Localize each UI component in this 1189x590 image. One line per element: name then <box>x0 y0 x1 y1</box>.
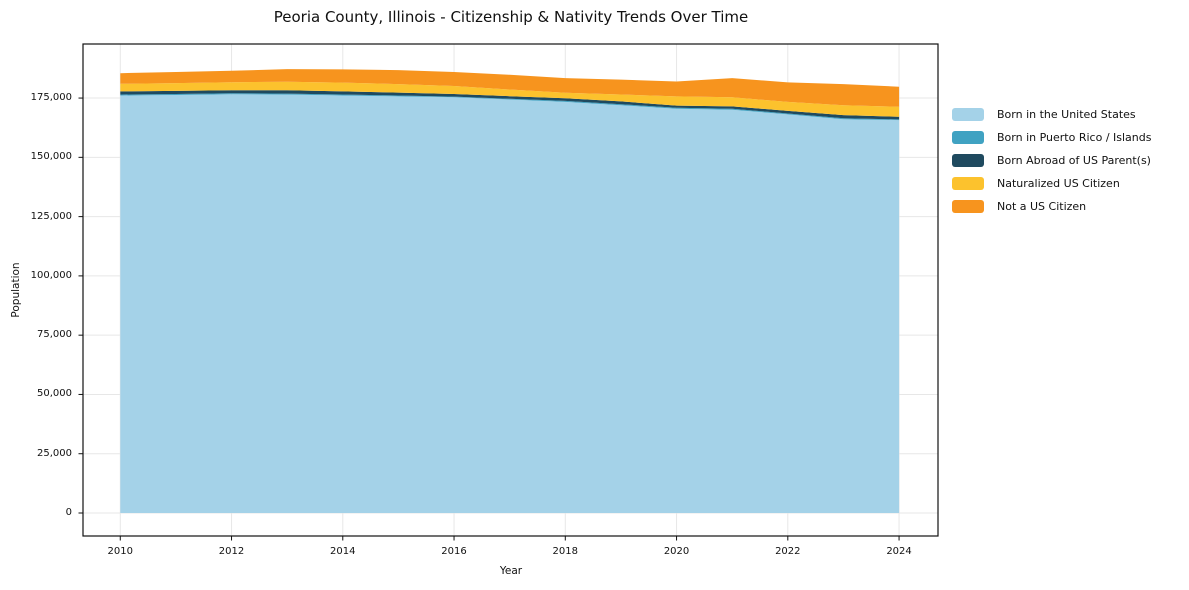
legend: Born in the United States Born in Puerto … <box>952 108 1151 223</box>
legend-item: Born in Puerto Rico / Islands <box>952 131 1151 144</box>
y-tick-label: 150,000 <box>30 151 72 163</box>
y-tick-label: 125,000 <box>30 210 72 222</box>
legend-label: Not a US Citizen <box>997 200 1087 213</box>
legend-swatch-icon <box>952 131 984 144</box>
area-series-2 <box>120 90 900 120</box>
x-tick-label: 2018 <box>552 546 578 557</box>
area-series-0 <box>120 94 900 514</box>
y-tick-label: 25,000 <box>37 447 72 459</box>
x-tick-label: 2022 <box>775 546 801 557</box>
legend-label: Born Abroad of US Parent(s) <box>997 154 1151 167</box>
area-series-4 <box>120 69 900 107</box>
x-tick-label: 2024 <box>886 546 912 557</box>
legend-swatch-icon <box>952 177 984 190</box>
legend-swatch-icon <box>952 200 984 213</box>
x-tick-label: 2010 <box>107 546 133 557</box>
y-tick-label: 50,000 <box>37 388 72 400</box>
x-tick-label: 2012 <box>218 546 245 557</box>
y-tick-label: 100,000 <box>30 269 72 281</box>
legend-item: Born in the United States <box>952 108 1151 121</box>
legend-swatch-icon <box>952 108 984 121</box>
legend-item: Naturalized US Citizen <box>952 177 1151 190</box>
area-series-3 <box>120 81 900 117</box>
x-axis-label: Year <box>499 565 523 577</box>
legend-item: Born Abroad of US Parent(s) <box>952 154 1151 167</box>
legend-label: Born in the United States <box>997 108 1136 121</box>
legend-label: Born in Puerto Rico / Islands <box>997 131 1152 144</box>
legend-item: Not a US Citizen <box>952 200 1151 213</box>
legend-swatch-icon <box>952 154 984 167</box>
x-tick-label: 2014 <box>330 546 356 557</box>
plot-border <box>82 43 939 537</box>
y-tick-label: 75,000 <box>37 329 72 341</box>
legend-label: Naturalized US Citizen <box>997 177 1120 190</box>
chart-title: Peoria County, Illinois - Citizenship & … <box>273 8 749 26</box>
x-tick-label: 2020 <box>663 546 690 557</box>
x-tick-label: 2016 <box>441 546 467 557</box>
y-tick-label: 175,000 <box>30 92 72 104</box>
y-tick-label: 0 <box>65 507 72 518</box>
